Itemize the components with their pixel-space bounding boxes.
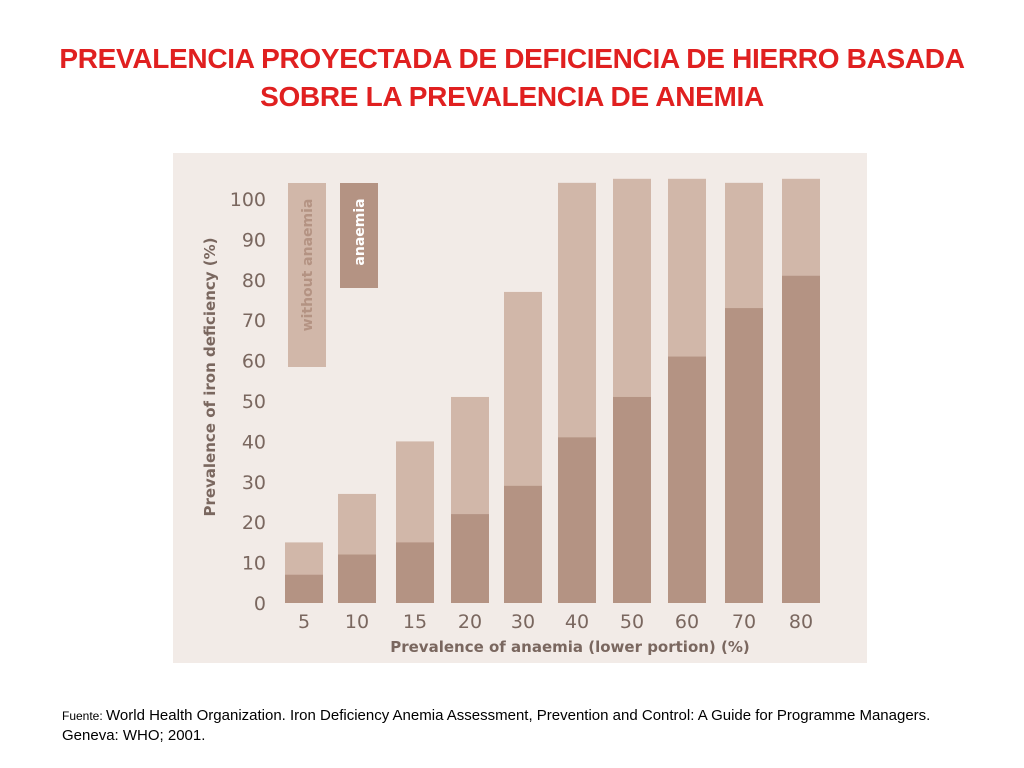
y-tick-100: 100 <box>230 189 266 211</box>
y-tick-50: 50 <box>242 391 266 413</box>
bar-anaemia-20 <box>451 514 489 603</box>
y-axis-label: Prevalence of iron deficiency (%) <box>201 237 219 516</box>
x-tick-20: 20 <box>458 611 482 633</box>
x-tick-40: 40 <box>565 611 589 633</box>
y-tick-20: 20 <box>242 512 266 534</box>
y-tick-90: 90 <box>242 229 266 251</box>
x-tick-80: 80 <box>789 611 813 633</box>
y-tick-10: 10 <box>242 553 266 575</box>
x-tick-50: 50 <box>620 611 644 633</box>
source-text: World Health Organization. Iron Deficien… <box>62 707 931 744</box>
y-tick-70: 70 <box>242 310 266 332</box>
legend: without anaemia anaemia <box>288 183 378 367</box>
y-tick-40: 40 <box>242 431 266 453</box>
bar-anaemia-30 <box>504 485 542 603</box>
x-axis-label: Prevalence of anaemia (lower portion) (%… <box>390 638 750 656</box>
bar-anaemia-50 <box>613 396 651 603</box>
bar-anaemia-5 <box>285 574 323 603</box>
x-tick-70: 70 <box>732 611 756 633</box>
y-tick-labels: 0 10 20 30 40 50 60 70 80 90 100 <box>230 189 266 615</box>
y-tick-0: 0 <box>254 593 266 615</box>
y-tick-60: 60 <box>242 351 266 373</box>
bar-anaemia-60 <box>668 356 706 603</box>
y-tick-30: 30 <box>242 472 266 494</box>
slide-title: PREVALENCIA PROYECTADA DE DEFICIENCIA DE… <box>0 40 1024 116</box>
legend-label-without-anaemia: without anaemia <box>300 199 316 332</box>
bar-anaemia-15 <box>396 542 434 603</box>
legend-label-anaemia: anaemia <box>352 198 368 265</box>
source-label: Fuente: <box>62 709 107 723</box>
bar-anaemia-80 <box>782 275 820 603</box>
source-citation: Fuente: World Health Organization. Iron … <box>62 706 962 746</box>
y-tick-80: 80 <box>242 270 266 292</box>
legend-swatch-without-anaemia <box>288 183 326 367</box>
title-line-1: PREVALENCIA PROYECTADA DE DEFICIENCIA DE… <box>59 43 965 74</box>
x-tick-60: 60 <box>675 611 699 633</box>
x-tick-10: 10 <box>345 611 369 633</box>
bars-group <box>285 178 820 604</box>
bar-anaemia-70 <box>725 308 763 603</box>
x-tick-5: 5 <box>298 611 310 633</box>
bar-anaemia-10 <box>338 554 376 603</box>
x-tick-labels: 5 10 15 20 30 40 50 60 70 80 <box>298 611 813 633</box>
legend-swatch-anaemia <box>340 183 378 288</box>
x-tick-15: 15 <box>403 611 427 633</box>
bar-anaemia-40 <box>558 437 596 603</box>
x-tick-30: 30 <box>511 611 535 633</box>
title-line-2: SOBRE LA PREVALENCIA DE ANEMIA <box>260 81 764 112</box>
